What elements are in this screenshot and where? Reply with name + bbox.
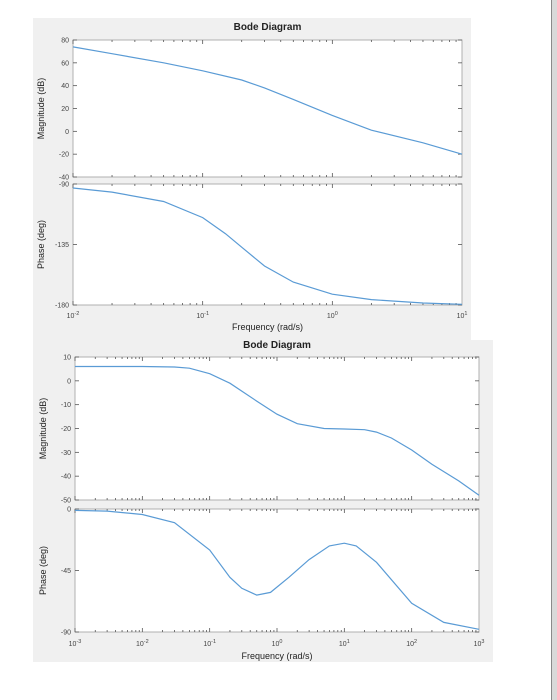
magnitude-curve: [75, 365, 480, 496]
y-tick-label: -10: [61, 402, 71, 409]
y-tick-label: -135: [55, 242, 69, 249]
y-tick-label: 20: [61, 106, 69, 113]
magnitude-axes: [74, 356, 480, 501]
x-tick-label: 10-1: [196, 311, 209, 320]
x-tick-label: 101: [339, 639, 350, 648]
y-tick-label: 80: [61, 38, 69, 45]
chart-title: Bode Diagram: [243, 340, 311, 351]
y-tick-label: -90: [59, 182, 69, 189]
phase-curve: [74, 509, 480, 630]
x-tick-label: 101: [457, 311, 468, 320]
magnitude-curve: [72, 46, 463, 155]
x-tick-label: 10-1: [203, 639, 216, 648]
x-tick-label: 10-2: [136, 639, 149, 648]
x-tick-label: 100: [327, 311, 338, 320]
x-tick-label: 100: [272, 639, 283, 648]
y-tick-label: 0: [65, 129, 69, 136]
phase-curve: [72, 187, 463, 305]
bode-figure-1: Bode Diagram 80 60 40 20 0 -20 -40 Magnitude (dB…: [33, 18, 471, 340]
phase-axis-label: Phase (deg): [36, 220, 46, 269]
bode-chart-1: Bode Diagram 80 60 40 20 0 -20 -40 Magnitude (dB…: [36, 22, 468, 332]
magnitude-axis-label: Magnitude (dB): [36, 78, 46, 140]
chart-title: Bode Diagram: [234, 22, 302, 33]
bode-figure-2: Bode Diagram 10 0 -10 -20 -30 -40 -50 Magnitude …: [33, 340, 493, 662]
x-axis-label: Frequency (rad/s): [232, 322, 303, 332]
x-tick-label: 10-2: [67, 311, 80, 320]
x-tick-label: 103: [474, 639, 485, 648]
magnitude-axes: [72, 39, 463, 178]
x-tick-label: 10-3: [69, 639, 82, 648]
y-tick-label: -90: [61, 630, 71, 637]
y-tick-label: -40: [61, 474, 71, 481]
y-tick-label: 0: [67, 507, 71, 514]
bode-chart-2: Bode Diagram100-10-20-30-40-50Magnitude …: [38, 340, 485, 661]
x-axis-label: Frequency (rad/s): [241, 651, 312, 661]
y-tick-label: -180: [55, 303, 69, 310]
y-tick-label: 0: [67, 378, 71, 385]
x-tick-label: 102: [406, 639, 417, 648]
y-tick-label: -20: [59, 152, 69, 159]
phase-axes: [72, 183, 463, 306]
magnitude-axis-label: Magnitude (dB): [38, 398, 48, 460]
phase-axis-label: Phase (deg): [38, 546, 48, 595]
y-tick-label: -20: [61, 426, 71, 433]
y-tick-label: -30: [61, 450, 71, 457]
phase-axes: [74, 508, 480, 633]
y-tick-label: 60: [61, 60, 69, 67]
y-tick-label: 40: [61, 83, 69, 90]
window-border: [551, 0, 557, 700]
y-tick-label: -40: [59, 175, 69, 182]
y-tick-label: 10: [63, 355, 71, 362]
y-tick-label: -50: [61, 498, 71, 505]
y-tick-label: -45: [61, 568, 71, 575]
